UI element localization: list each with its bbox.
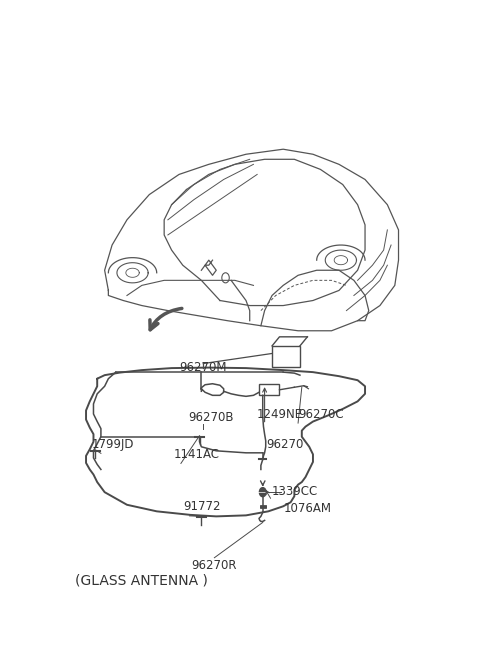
Text: 96270M: 96270M xyxy=(180,361,227,373)
Text: 1076AM: 1076AM xyxy=(283,502,331,515)
Circle shape xyxy=(259,487,266,496)
Text: 96270R: 96270R xyxy=(192,559,237,572)
Text: (GLASS ANTENNA ): (GLASS ANTENNA ) xyxy=(75,574,208,588)
Text: 96270: 96270 xyxy=(266,438,304,451)
Text: 91772: 91772 xyxy=(183,500,220,514)
Bar xyxy=(272,346,300,367)
Text: 96270C: 96270C xyxy=(298,407,344,421)
Text: 1799JD: 1799JD xyxy=(92,438,134,451)
Text: 1249NE: 1249NE xyxy=(257,407,303,421)
Text: 1141AC: 1141AC xyxy=(173,448,219,461)
Bar xyxy=(259,384,279,396)
Text: 96270B: 96270B xyxy=(188,411,234,424)
Text: 1339CC: 1339CC xyxy=(272,485,318,498)
